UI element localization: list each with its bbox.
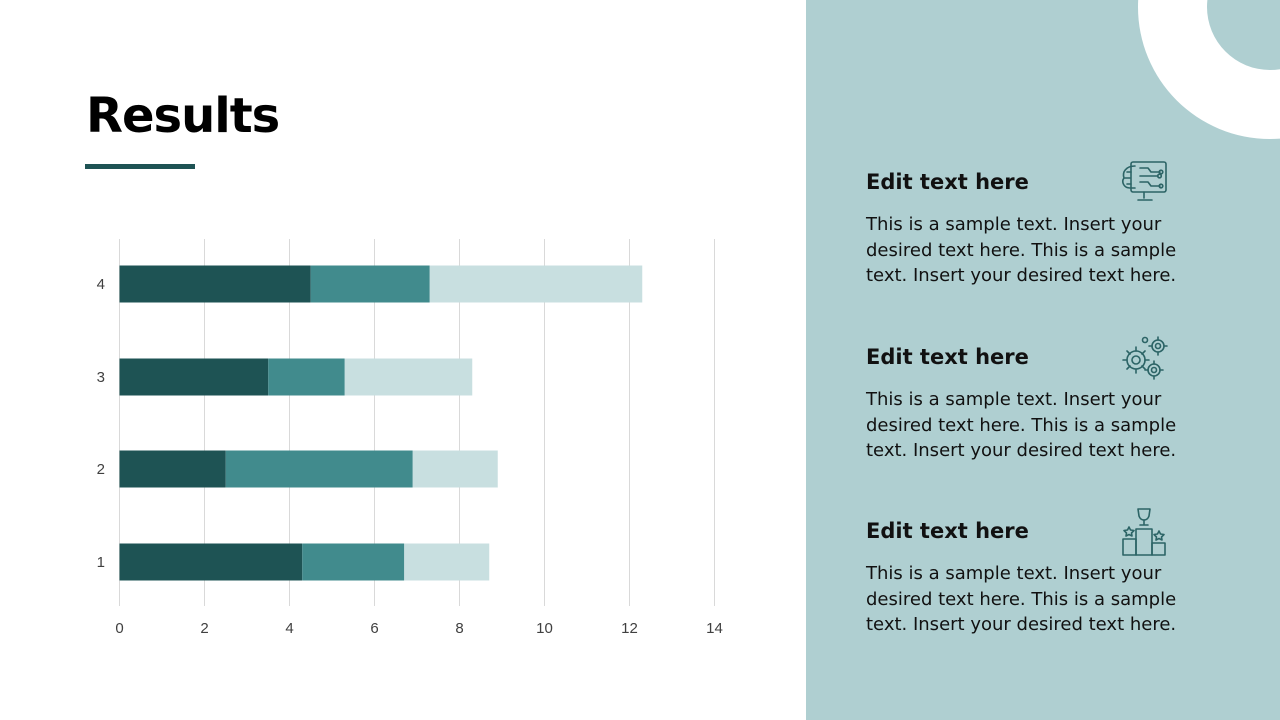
info-panel: Edit text here This is a sample text. In… [806, 0, 1280, 720]
gears-icon [1118, 332, 1170, 384]
info-block-1: Edit text here This is a sample text. In… [866, 170, 1196, 289]
info-heading: Edit text here [866, 170, 1029, 194]
info-body: This is a sample text. Insert your desir… [866, 389, 1177, 461]
x-tick-label: 14 [706, 620, 723, 637]
y-tick-label: 4 [97, 276, 105, 293]
info-block-3: Edit text here This is a sample text. In… [866, 519, 1196, 638]
digital-brain-monitor-icon [1118, 158, 1170, 210]
bar-segment [404, 543, 490, 581]
title-underline [85, 164, 195, 169]
y-tick-label: 2 [97, 461, 105, 478]
slide-title: Results [86, 88, 280, 144]
x-tick-label: 4 [285, 620, 293, 637]
info-heading: Edit text here [866, 345, 1029, 369]
bar-segment [119, 450, 226, 488]
results-bar-chart: 0 2 4 6 8 10 12 14 1 2 3 4 [60, 225, 760, 649]
x-tick-label: 10 [536, 620, 553, 637]
bar-segment [119, 265, 311, 303]
bar-segment [119, 543, 303, 581]
trophy-podium-icon [1118, 505, 1170, 557]
info-body: This is a sample text. Insert your desir… [866, 214, 1177, 286]
y-tick-label: 3 [97, 369, 105, 386]
bar-segment [119, 358, 269, 396]
chart-area: Results 0 2 4 6 8 10 12 14 1 2 3 4 [60, 88, 760, 649]
bar-segment [225, 450, 413, 488]
bar-segment [412, 450, 498, 488]
x-tick-label: 2 [200, 620, 208, 637]
info-heading: Edit text here [866, 519, 1029, 543]
x-tick-label: 6 [370, 620, 378, 637]
info-body: This is a sample text. Insert your desir… [866, 563, 1177, 635]
bar-segment [429, 265, 643, 303]
bar-segment [268, 358, 345, 396]
info-block-2: Edit text here This is a sample text. In… [866, 345, 1196, 464]
bar-segment [310, 265, 430, 303]
y-tick-label: 1 [97, 554, 105, 571]
x-tick-label: 0 [115, 620, 123, 637]
bar-segment [344, 358, 473, 396]
x-tick-label: 12 [621, 620, 638, 637]
bar-segment [302, 543, 405, 581]
x-tick-label: 8 [455, 620, 463, 637]
